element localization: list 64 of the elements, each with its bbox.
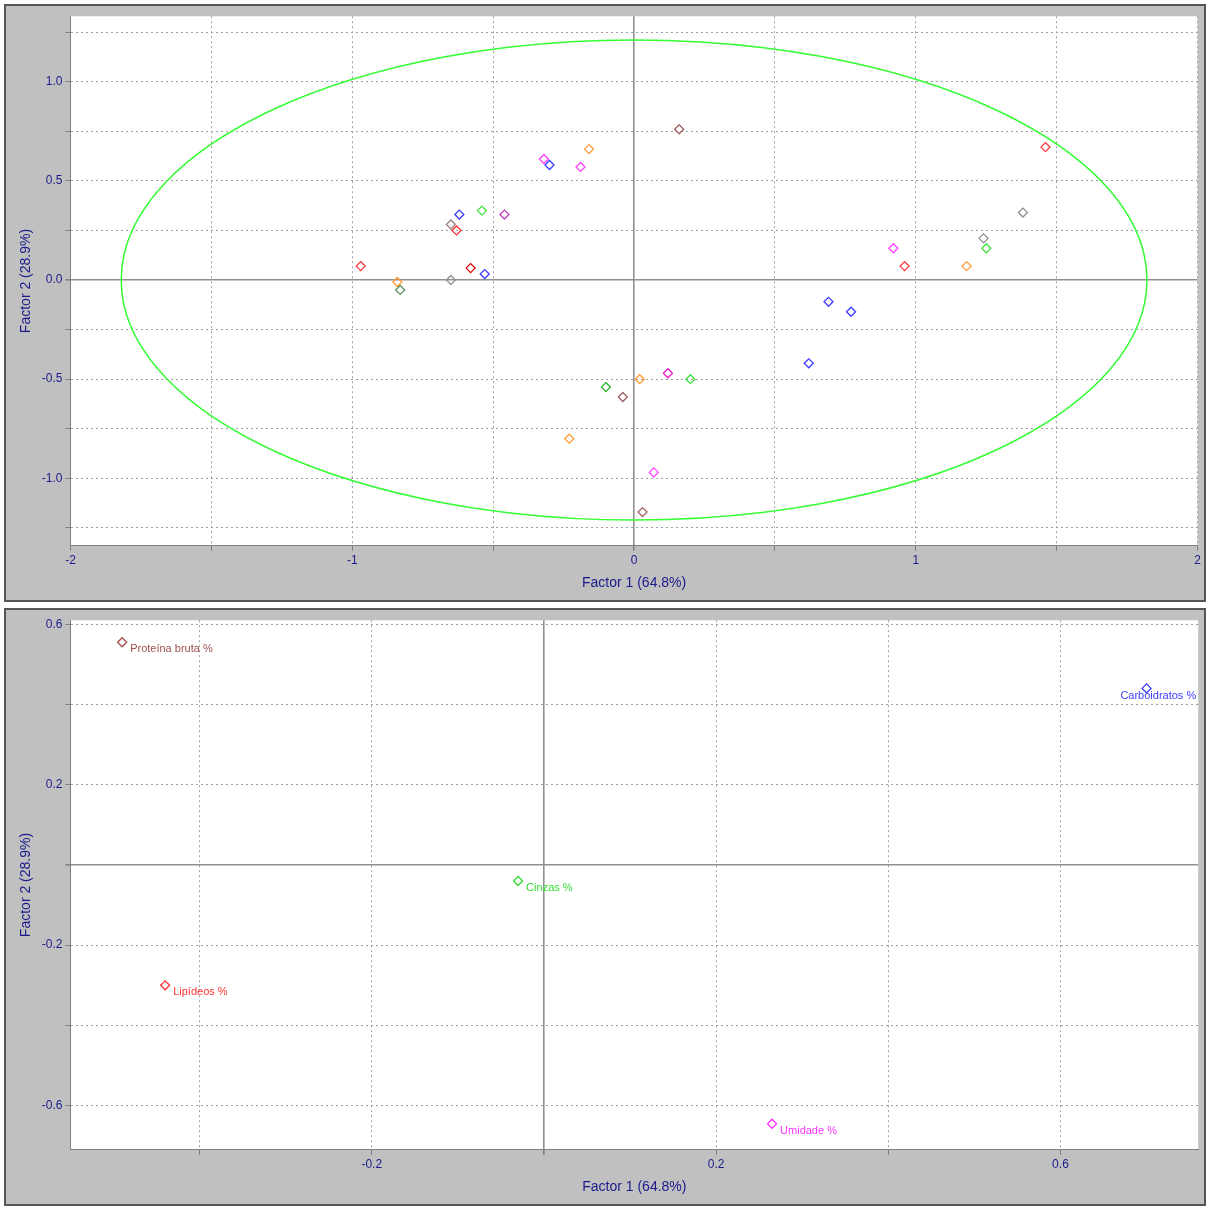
x-tick-label: -2 [65,553,77,568]
point [116,637,128,648]
point [634,374,645,385]
point [888,243,899,254]
point [392,276,403,288]
x-axis-title: Factor 1 (64.8%) [582,1178,687,1195]
point [451,225,462,236]
point [845,306,857,317]
y-tick-label: 0.6 [45,616,63,631]
point [512,875,524,887]
point [961,260,972,272]
point [1017,207,1029,218]
x-tick-label: 2 [1194,553,1202,568]
point [538,153,550,165]
point [981,243,992,254]
point [454,209,465,220]
y-axis-title: Factor 2 (28.9%) [17,228,34,334]
point [617,391,628,403]
point [465,262,476,274]
series-label: Lipídeos % [173,985,228,998]
y-tick-label: 1.0 [45,73,63,88]
point [899,260,910,272]
point [476,205,488,216]
series-label: Proteína bruta % [130,642,213,655]
point [355,260,366,272]
point [674,124,685,135]
x-tick-label: 0 [630,553,638,568]
y-tick-label: 0.2 [45,777,63,792]
point [803,358,814,369]
y-tick-label: -0.2 [41,937,63,952]
y-tick-label: 0.0 [45,272,63,287]
y-tick-label: -0.5 [41,371,63,386]
point [1040,141,1051,153]
point [600,381,612,393]
series-label: Umidade % [780,1123,838,1136]
point [445,274,457,286]
point [499,209,510,220]
point [479,268,490,280]
point [583,143,595,155]
point [637,506,648,518]
x-axis-title: Factor 1 (64.8%) [581,574,687,591]
point [160,980,171,991]
y-tick-label: -0.6 [41,1097,63,1112]
y-tick-label: -1.0 [41,470,63,485]
y-tick-label: 0.5 [45,173,63,188]
point [575,161,586,173]
point [544,159,555,171]
series-label: Carboidratos % [1120,689,1197,702]
point [662,368,674,379]
point [564,433,575,444]
point [395,284,406,296]
point [823,296,834,307]
x-tick-label: -1 [346,553,358,568]
point [445,219,457,230]
point [685,374,696,385]
series-label: Cinzas % [526,881,573,894]
y-axis-title: Factor 2 (28.9%) [17,832,34,938]
x-tick-label: 1 [912,553,920,568]
x-tick-label: 0.6 [1052,1157,1070,1172]
point [766,1118,778,1129]
x-tick-label: 0.2 [707,1157,725,1172]
x-tick-label: -0.2 [361,1157,383,1172]
point [978,233,989,244]
point [648,467,659,478]
